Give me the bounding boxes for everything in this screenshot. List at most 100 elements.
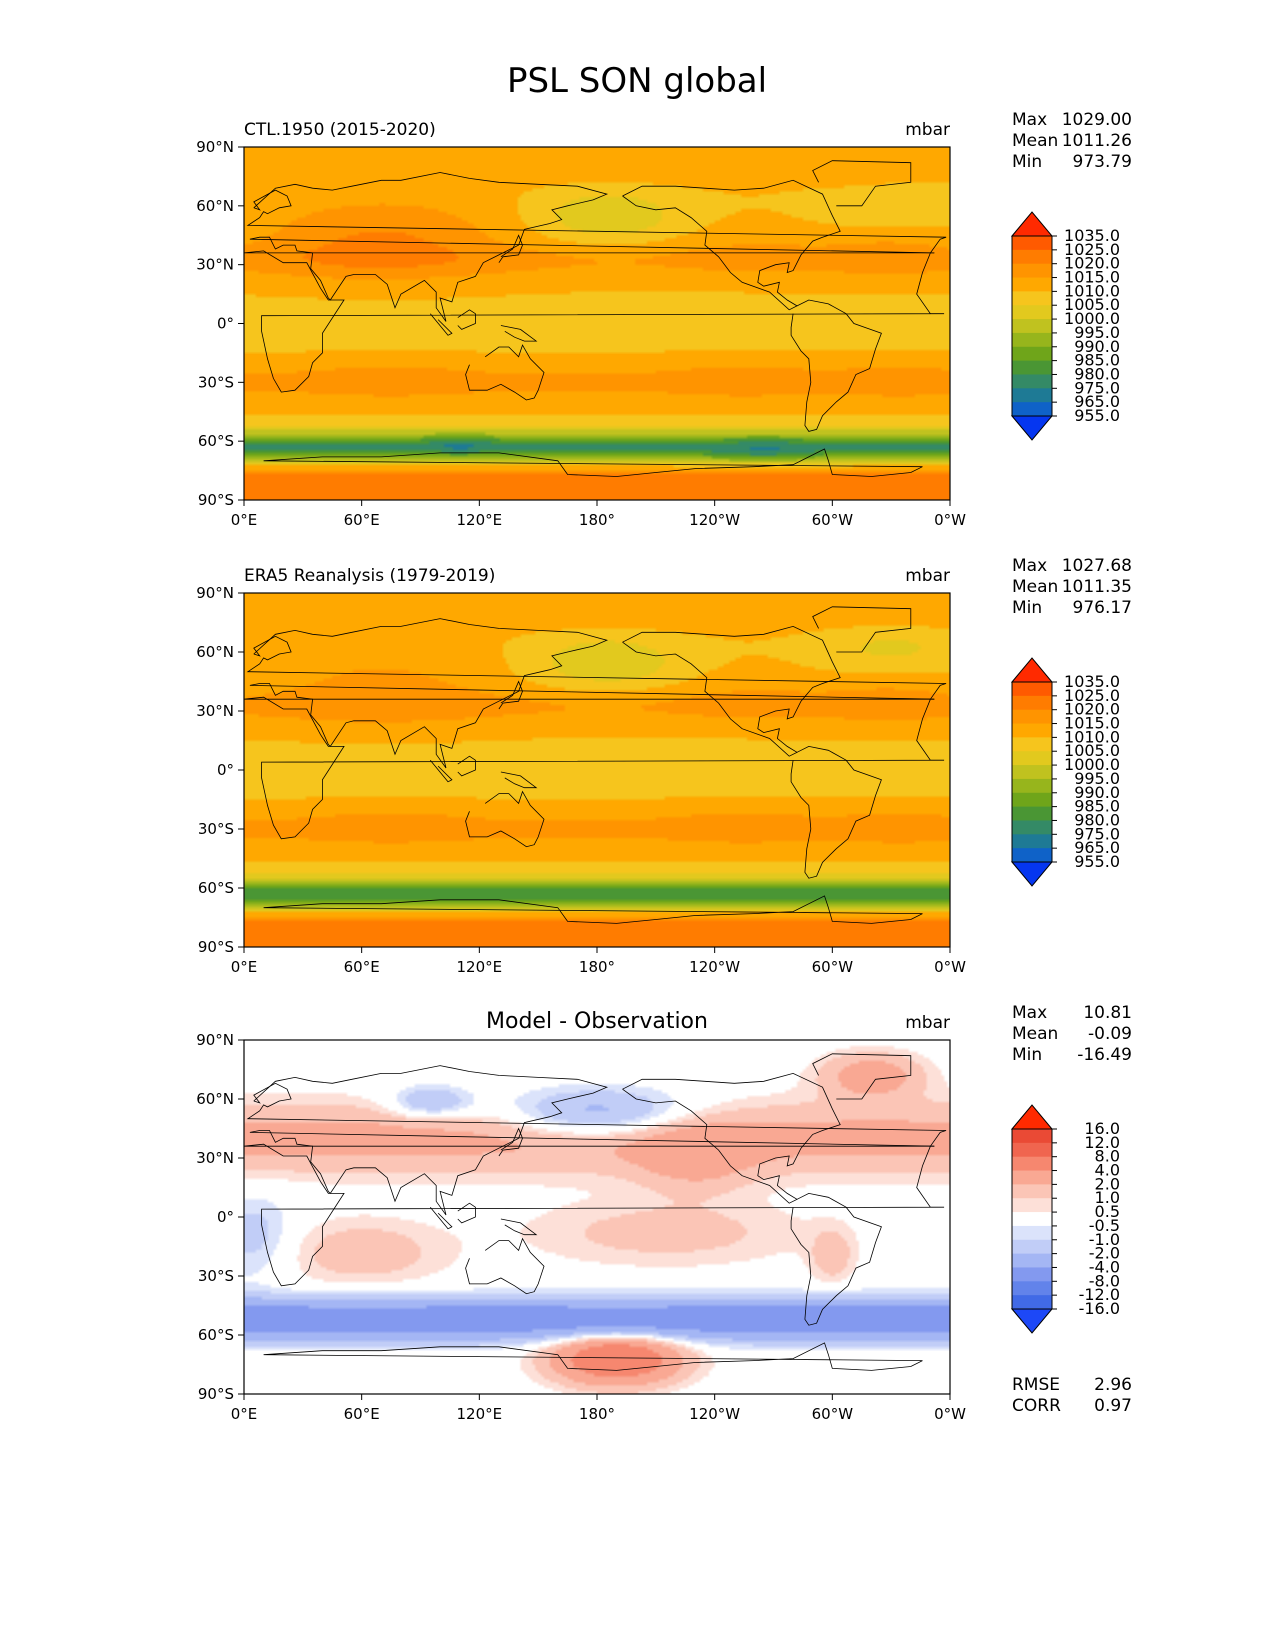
y-tick-label: 0°: [217, 1208, 234, 1226]
heatmap-field-1: [244, 147, 950, 500]
north-america-coast: [622, 625, 841, 757]
antarctica-coast: [263, 1342, 923, 1371]
stat-label-mean: Mean: [1012, 577, 1058, 597]
south-america-coast: [790, 299, 882, 432]
stat-label-mean: Mean: [1012, 1024, 1058, 1044]
colorbar-tick-label: -4.0: [1089, 1257, 1120, 1276]
colorbar-segment: [1012, 277, 1052, 292]
y-tick-label: 60°S: [198, 879, 234, 897]
colorbar-tick-label: 995.0: [1074, 769, 1120, 788]
colorbar-tick-label: 1035.0: [1064, 226, 1120, 245]
colorbar-segment: [1012, 360, 1052, 375]
heatmap-canvas-2: [244, 593, 950, 947]
y-tick-label: 90°N: [196, 138, 234, 156]
stat-value-max: 1027.68: [1062, 556, 1132, 576]
x-tick-label: 180°: [579, 958, 615, 976]
greenland-coast: [812, 1053, 912, 1100]
europe-coast: [246, 1082, 947, 1147]
stat-value-mean: -0.09: [1088, 1024, 1132, 1044]
colorbar: 1035.01025.01020.01015.01010.01005.01000…: [1010, 657, 1120, 887]
europe-coast: [246, 189, 947, 254]
y-tick-label: 90°S: [198, 938, 234, 956]
colorbar-extend-min: [1010, 415, 1054, 441]
y-tick-label: 0°: [217, 315, 234, 333]
sumatra-coast: [429, 759, 453, 783]
y-tick-label: 30°N: [196, 702, 234, 720]
y-tick-label: 60°S: [198, 432, 234, 450]
north-america-coast: [622, 1072, 841, 1204]
colorbar-segment: [1012, 305, 1052, 320]
colorbar-segment: [1012, 1239, 1052, 1255]
colorbar-tick-label: 12.0: [1084, 1133, 1120, 1152]
y-tick-label: 30°S: [198, 373, 234, 391]
colorbar: 16.012.08.04.02.01.00.5-0.5-1.0-2.0-4.0-…: [1010, 1104, 1120, 1334]
x-tick-label: 60°W: [812, 511, 854, 529]
y-tick-label: 90°N: [196, 1031, 234, 1049]
colorbar-tick-label: 8.0: [1095, 1147, 1120, 1166]
stat-label-max: Max: [1012, 1003, 1047, 1023]
antarctica-coast: [263, 895, 923, 924]
colorbar-tick-label: 0.5: [1095, 1202, 1120, 1221]
colorbar-tick-label: 1010.0: [1064, 727, 1120, 746]
colorbar-segment: [1012, 737, 1052, 752]
colorbar-segment: [1012, 778, 1052, 794]
borneo-coast: [457, 755, 476, 777]
colorbar-tick-label: 1000.0: [1064, 755, 1120, 774]
colorbar-segment: [1012, 682, 1052, 697]
borneo-coast: [457, 309, 476, 330]
x-tick-label: 180°: [579, 511, 615, 529]
x-tick-label: 60°E: [344, 511, 380, 529]
japan-coast: [498, 234, 523, 263]
y-tick-label: 60°N: [196, 643, 234, 661]
x-tick-label: 120°E: [457, 511, 503, 529]
colorbar-tick-label: -12.0: [1079, 1285, 1120, 1304]
map-panel-2: 0°E 60°E 120°E 180° 120°W 60°W 0°W 90°N 60°N 30°N…: [196, 556, 1132, 976]
stat-label-mean: Mean: [1012, 131, 1058, 151]
colorbar-tick-label: 1015.0: [1064, 268, 1120, 287]
stat-value-max: 10.81: [1083, 1003, 1132, 1023]
x-tick-label: 0°E: [231, 958, 258, 976]
coastlines: [243, 606, 947, 924]
stat-label-max: Max: [1012, 110, 1047, 130]
colorbar-tick-label: 965.0: [1074, 838, 1120, 857]
colorbar-frame: [1011, 235, 1053, 417]
colorbar-segment: [1012, 263, 1052, 279]
colorbar-tick-label: 980.0: [1074, 810, 1120, 829]
colorbar-segment: [1012, 723, 1052, 738]
colorbar-extend-min: [1010, 1308, 1054, 1334]
stat-value-mean: 1011.35: [1062, 577, 1132, 597]
panel-title: CTL.1950 (2015-2020): [244, 120, 436, 140]
colorbar-extend-max: [1010, 211, 1054, 237]
y-tick-label: 90°S: [198, 1385, 234, 1403]
colorbar-tick-label: -2.0: [1089, 1244, 1120, 1263]
colorbar-tick-label: 1035.0: [1064, 672, 1120, 691]
colorbar-segment: [1012, 806, 1052, 821]
colorbar-segment: [1012, 1129, 1052, 1144]
stat-label-min: Min: [1012, 1045, 1042, 1065]
colorbar-tick-label: 990.0: [1074, 783, 1120, 802]
stat-value-min: 976.17: [1073, 598, 1132, 618]
africa-coast: [243, 250, 945, 393]
y-tick-label: 60°S: [198, 1326, 234, 1344]
colorbar-tick-label: -0.5: [1089, 1216, 1120, 1235]
y-tick-label: 30°N: [196, 256, 234, 274]
colorbar-segment: [1012, 1281, 1052, 1296]
colorbar-segment: [1012, 1225, 1052, 1241]
x-tick-label: 60°W: [812, 1405, 854, 1423]
new-guinea-coast: [500, 325, 538, 342]
x-tick-label: 60°E: [344, 1405, 380, 1423]
heatmap-field-2: [244, 593, 950, 947]
south-america-coast: [790, 745, 882, 879]
stat-value-min: -16.49: [1077, 1045, 1132, 1065]
stat-label-rmse: RMSE: [1012, 1375, 1060, 1395]
colorbar-tick-label: 1020.0: [1064, 700, 1120, 719]
y-tick-label: 60°N: [196, 197, 234, 215]
colorbar-tick-label: 995.0: [1074, 323, 1120, 342]
colorbar-segment: [1012, 1142, 1052, 1158]
colorbar-tick-label: 1015.0: [1064, 714, 1120, 733]
africa-coast: [243, 1143, 945, 1287]
x-tick-label: 0°W: [934, 958, 966, 976]
colorbar-segment: [1012, 319, 1052, 334]
colorbar-segment: [1012, 848, 1052, 863]
